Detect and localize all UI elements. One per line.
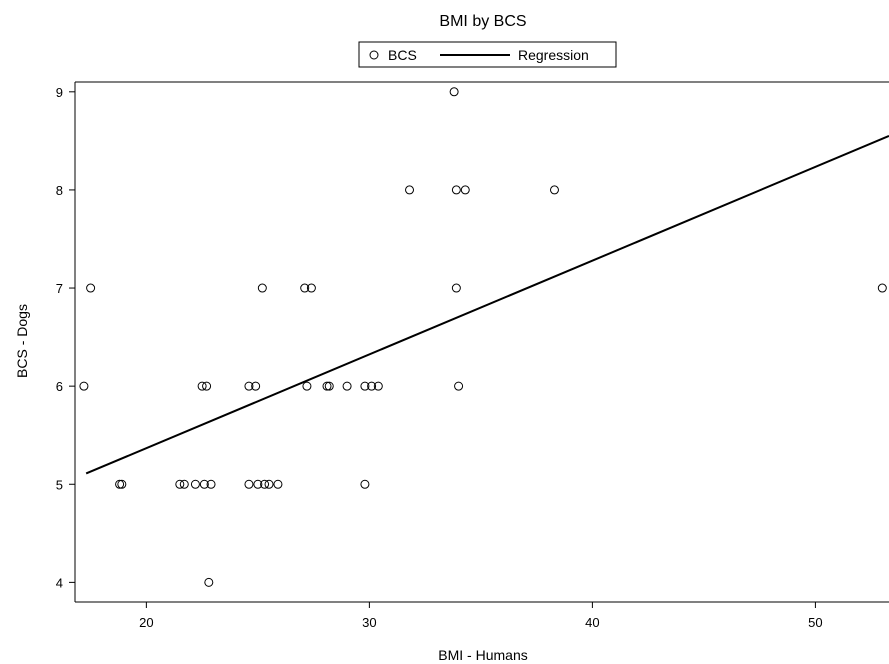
x-tick-label: 40 (585, 615, 599, 630)
data-point (454, 381, 464, 391)
y-tick-label: 7 (56, 281, 63, 296)
legend-marker-bcs (369, 50, 379, 60)
data-point (451, 283, 461, 293)
data-point (322, 381, 332, 391)
data-point (179, 479, 189, 489)
data-point (264, 479, 274, 489)
data-point (190, 479, 200, 489)
data-point (460, 185, 470, 195)
y-tick-label: 4 (56, 575, 63, 590)
data-point (79, 381, 89, 391)
data-point (117, 479, 127, 489)
data-point (306, 283, 316, 293)
y-axis-label: BCS - Dogs (14, 304, 30, 378)
y-tick-label: 6 (56, 379, 63, 394)
data-point (260, 479, 270, 489)
data-point (202, 381, 212, 391)
y-ticks: 4 5 6 7 8 9 (56, 85, 75, 590)
chart-title: BMI by BCS (439, 13, 526, 30)
data-point (451, 185, 461, 195)
data-point (324, 381, 334, 391)
data-point (175, 479, 185, 489)
y-tick-label: 5 (56, 477, 63, 492)
data-point (115, 479, 125, 489)
data-point (342, 381, 352, 391)
data-point (86, 283, 96, 293)
regression-line-group (85, 135, 889, 475)
data-point (449, 87, 459, 97)
data-point (199, 479, 209, 489)
data-point (206, 479, 216, 489)
data-point (244, 381, 254, 391)
y-tick-label: 8 (56, 183, 63, 198)
regression-line (85, 135, 889, 475)
data-point (367, 381, 377, 391)
legend: BCS Regression (358, 41, 617, 68)
x-tick-label: 20 (139, 615, 153, 630)
data-point (273, 479, 283, 489)
data-point (257, 283, 267, 293)
x-tick-label: 50 (808, 615, 822, 630)
data-point (877, 283, 887, 293)
data-point (244, 479, 254, 489)
x-ticks: 20 30 40 50 (139, 602, 823, 630)
data-point (204, 577, 214, 587)
data-point (197, 381, 207, 391)
y-tick-label: 9 (56, 85, 63, 100)
legend-label-regression: Regression (518, 47, 589, 63)
data-points (79, 87, 887, 587)
data-point (302, 381, 312, 391)
legend-label-bcs: BCS (388, 47, 417, 63)
data-point (360, 381, 370, 391)
data-point (360, 479, 370, 489)
data-point (549, 185, 559, 195)
data-point (300, 283, 310, 293)
plot-area: 20 30 40 50 4 5 6 7 8 9 (56, 81, 889, 630)
data-point (373, 381, 383, 391)
data-point (253, 479, 263, 489)
x-axis-label: BMI - Humans (438, 647, 527, 663)
x-tick-label: 30 (362, 615, 376, 630)
data-point (405, 185, 415, 195)
data-point (251, 381, 261, 391)
